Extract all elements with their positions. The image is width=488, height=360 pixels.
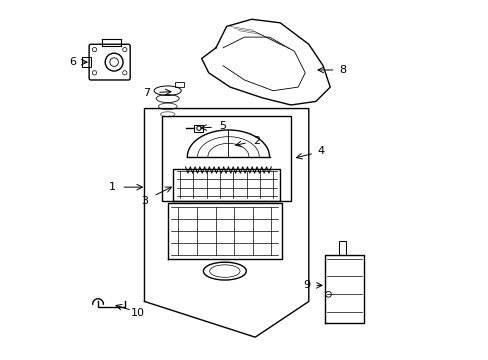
Bar: [194, 125, 203, 132]
Text: 9: 9: [303, 280, 310, 291]
Text: 5: 5: [219, 121, 226, 131]
Text: 6: 6: [69, 57, 77, 67]
Text: 10: 10: [130, 308, 144, 318]
Text: 4: 4: [317, 147, 324, 157]
Text: 3: 3: [141, 197, 148, 206]
Bar: [162, 116, 290, 202]
Text: 8: 8: [339, 65, 346, 75]
Bar: [175, 82, 183, 87]
Bar: [339, 241, 346, 255]
Text: 2: 2: [253, 136, 260, 146]
Text: 1: 1: [109, 182, 116, 192]
Text: 7: 7: [142, 88, 149, 98]
Bar: [82, 57, 91, 67]
